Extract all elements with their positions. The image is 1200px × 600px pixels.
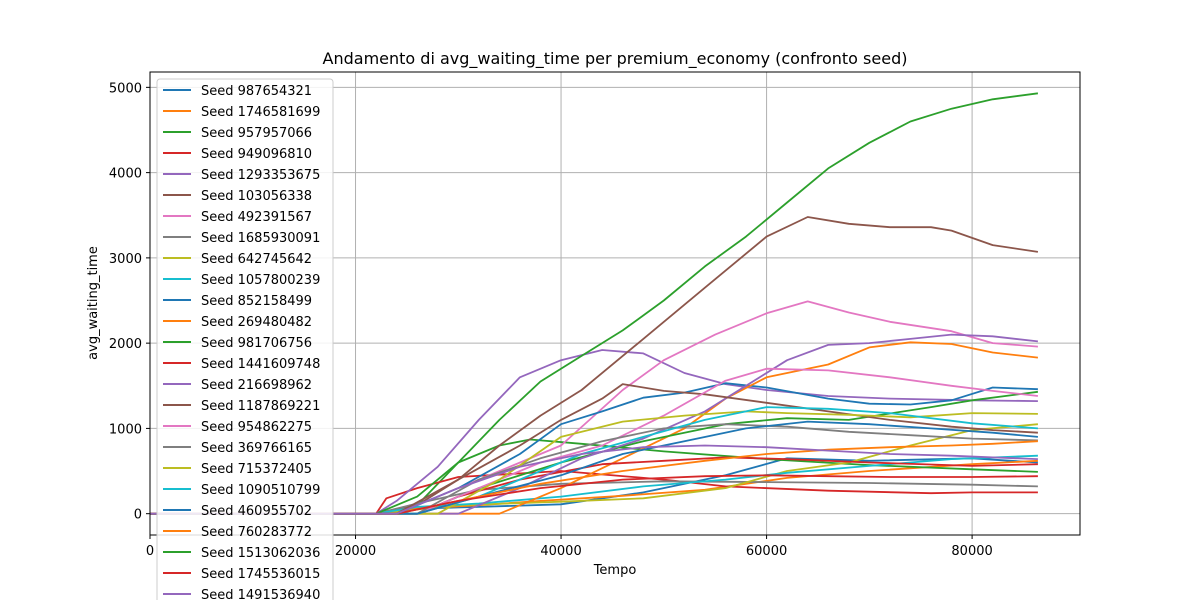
- legend-entry: Seed 760283772: [201, 525, 312, 540]
- plot-frame: [149, 71, 1081, 536]
- series-line: [150, 92, 1039, 515]
- legend-entry: Seed 1090510799: [201, 483, 320, 498]
- legend-entry: Seed 269480482: [201, 315, 312, 330]
- series-line: [150, 367, 1039, 515]
- chart-title: Andamento di avg_waiting_time per premiu…: [323, 49, 908, 69]
- legend-entry: Seed 957957066: [201, 126, 312, 141]
- x-tick-label: 60000: [746, 544, 787, 559]
- legend-entry: Seed 1441609748: [201, 357, 320, 372]
- legend-entry: Seed 949096810: [201, 147, 312, 162]
- legend-entry: Seed 987654321: [201, 84, 312, 99]
- y-axis-label: avg_waiting_time: [86, 246, 101, 360]
- y-tick-label: 5000: [109, 81, 142, 96]
- series-line: [150, 349, 1038, 515]
- legend-entry: Seed 1745536015: [201, 567, 320, 582]
- legend-entry: Seed 216698962: [201, 378, 312, 393]
- legend: Seed 987654321 Seed 1746581699 Seed 957957…: [156, 78, 334, 600]
- series-line: [150, 383, 1038, 515]
- legend-entry: Seed 460955702: [201, 504, 312, 519]
- legend-entry: Seed 954862275: [201, 420, 312, 435]
- legend-entry: Seed 492391567: [201, 210, 312, 225]
- legend-entry: Seed 852158499: [201, 294, 312, 309]
- legend-entry: Seed 1746581699: [201, 105, 320, 120]
- legend-entry: Seed 981706756: [201, 336, 312, 351]
- x-tick-label: 0: [146, 544, 154, 559]
- y-tick-label: 3000: [109, 252, 142, 267]
- series-line: [150, 470, 1038, 515]
- legend-entry: Seed 642745642: [201, 252, 312, 267]
- legend-entry: Seed 1685930091: [201, 231, 320, 246]
- legend-entry: Seed 1057800239: [201, 273, 320, 288]
- x-tick-label: 40000: [540, 544, 581, 559]
- axis-ticks: 0 20000 40000 60000 80000 0 1000 2000 3000 4000 50…: [109, 81, 993, 559]
- series-line: [150, 341, 1039, 515]
- x-axis-label: Tempo: [593, 563, 637, 578]
- series-line: [150, 382, 1038, 515]
- x-tick-label: 80000: [951, 544, 992, 559]
- legend-entry: Seed 1187869221: [201, 399, 320, 414]
- series-line: [150, 480, 1038, 515]
- y-tick-label: 2000: [109, 337, 142, 352]
- y-tick-label: 4000: [109, 167, 142, 182]
- series-lines: [150, 92, 1039, 515]
- x-tick-label: 20000: [335, 544, 376, 559]
- legend-entry: Seed 1513062036: [201, 546, 320, 561]
- legend-entry: Seed 1293353675: [201, 168, 320, 183]
- legend-entry: Seed 1491536940: [201, 588, 320, 600]
- series-line: [150, 474, 1038, 515]
- legend-entry: Seed 369766165: [201, 441, 312, 456]
- legend-box: [156, 78, 334, 600]
- legend-entry: Seed 103056338: [201, 189, 312, 204]
- y-tick-label: 1000: [109, 422, 142, 437]
- series-line: [150, 444, 1038, 515]
- legend-entry: Seed 715372405: [201, 462, 312, 477]
- y-tick-label: 0: [134, 508, 142, 523]
